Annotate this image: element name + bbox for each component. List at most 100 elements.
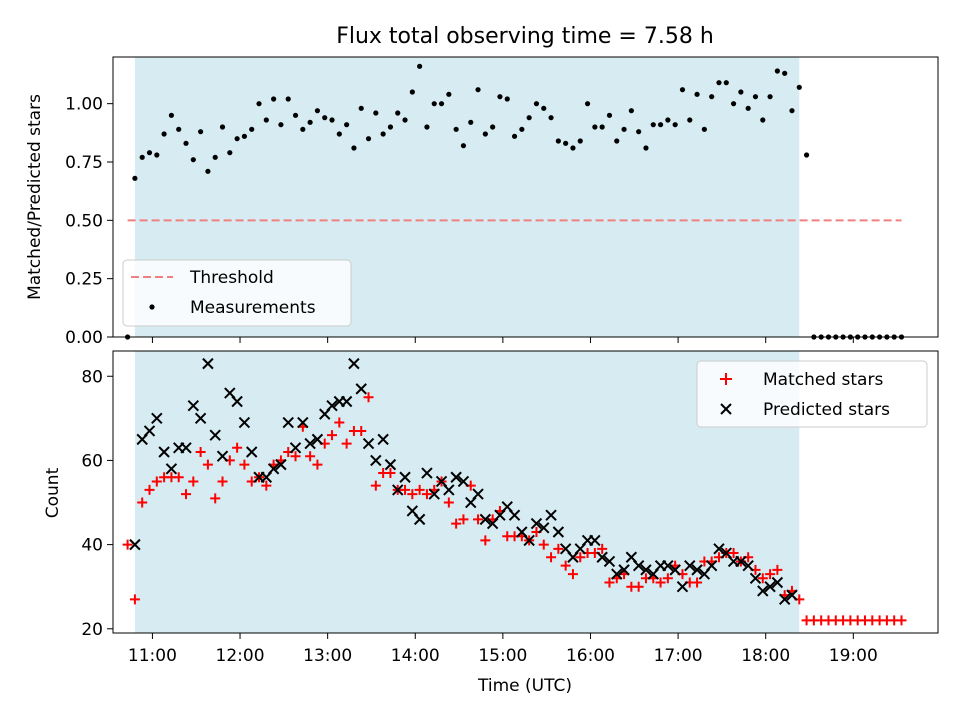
predicted-star-point: [194, 412, 207, 425]
measurement-point: [183, 140, 189, 146]
predicted-star-point: [362, 437, 375, 450]
measurement-point: [672, 122, 678, 128]
measurement-point: [599, 124, 605, 130]
measurement-point: [475, 87, 481, 93]
y-tick-label: 80: [81, 367, 103, 387]
predicted-star-point: [151, 412, 163, 425]
matched-star-point: [305, 451, 316, 462]
measurement-point: [329, 117, 335, 123]
measurement-point: [314, 108, 321, 114]
matched-star-point: [202, 459, 213, 470]
predicted-star-point: [377, 433, 389, 446]
matched-star-point: [560, 560, 571, 571]
measurement-point: [256, 101, 262, 107]
measurement-point: [614, 138, 620, 144]
predicted-star-point: [187, 400, 200, 412]
x-tick-label: 17:00: [654, 646, 703, 666]
measurement-point: [796, 84, 802, 90]
measurement-point: [679, 87, 686, 93]
measurement-point: [606, 112, 613, 118]
predicted-star-point: [538, 522, 550, 534]
measurement-point: [497, 94, 503, 100]
measurement-point: [716, 80, 722, 86]
measurement-point: [657, 122, 664, 128]
matched-star-point: [144, 484, 155, 495]
measurement-point: [584, 101, 591, 107]
predicted-star-point: [771, 576, 784, 589]
predicted-star-point: [457, 475, 470, 488]
matched-star-point: [480, 535, 491, 546]
matched-star-point: [473, 514, 484, 525]
predicted-star-point: [757, 585, 769, 597]
matched-star-point: [327, 430, 338, 441]
measurement-point: [395, 110, 401, 116]
predicted-star-point: [246, 446, 258, 458]
matched-star-point: [575, 552, 586, 563]
predicted-star-point: [209, 429, 221, 441]
measurement-point: [205, 168, 211, 174]
top-plot-frame: [112, 56, 939, 338]
measurement-point: [132, 175, 138, 181]
y-tick-label: 0.25: [65, 270, 103, 290]
x-tick-label: 14:00: [391, 646, 440, 666]
measurement-point: [709, 94, 715, 100]
predicted-star-point: [611, 568, 623, 580]
matched-star-point: [692, 577, 703, 588]
matched-star-point: [385, 468, 396, 479]
legend-measurements-swatch: [149, 304, 155, 310]
measurement-point: [687, 117, 693, 123]
measurement-point: [577, 138, 583, 144]
predicted-star-point: [297, 416, 309, 429]
matched-star-point: [538, 539, 549, 550]
measurement-point: [402, 117, 408, 123]
predicted-star-point: [742, 559, 754, 572]
top-legend-box: [122, 259, 352, 327]
measurement-point: [730, 101, 737, 107]
measurement-point: [621, 126, 627, 132]
measurement-point: [431, 101, 437, 107]
matched-star-point: [341, 438, 352, 449]
measurement-point: [555, 138, 561, 144]
predicted-star-point: [143, 425, 156, 437]
predicted-star-point: [158, 446, 170, 458]
predicted-star-point: [340, 395, 353, 408]
predicted-star-point: [764, 580, 776, 593]
measurement-point: [271, 96, 277, 102]
measurement-point: [694, 91, 700, 97]
measurement-point: [168, 112, 175, 118]
measurement-point: [285, 96, 291, 102]
bottom-legend: Matched stars Predicted stars: [696, 360, 928, 428]
measurement-point: [541, 105, 547, 111]
measurement-point: [263, 117, 269, 123]
matched-star-point: [553, 543, 564, 554]
predicted-star-point: [684, 559, 696, 572]
measurement-point: [307, 119, 313, 125]
top-x-ticks: [151, 337, 854, 343]
bottom-y-axis: 20 40 60 80: [81, 367, 113, 640]
measurement-point: [227, 150, 233, 156]
predicted-star-point: [596, 551, 608, 563]
predicted-star-point: [523, 534, 535, 547]
predicted-star-point: [216, 450, 229, 462]
predicted-star-point: [326, 400, 338, 412]
measurement-point: [650, 122, 656, 128]
measurement-point: [767, 94, 773, 100]
predicted-star-point: [428, 488, 440, 500]
measurement-point: [701, 126, 707, 132]
measurement-point: [563, 140, 569, 146]
matched-star-point: [414, 484, 425, 495]
matched-star-point: [597, 543, 608, 554]
measurement-point: [592, 124, 598, 130]
matched-star-point: [421, 489, 432, 500]
matched-star-point: [210, 493, 221, 504]
measurement-point: [468, 119, 474, 125]
matched-star-point: [290, 451, 301, 462]
predicted-star-point: [421, 467, 433, 479]
matched-star-point: [370, 480, 381, 491]
x-tick-label: 18:00: [741, 646, 790, 666]
measurement-point: [344, 122, 350, 128]
measurement-point: [789, 108, 795, 114]
predicted-star-point: [735, 555, 747, 568]
measurement-point: [292, 112, 299, 118]
legend-threshold-label: Threshold: [189, 268, 274, 288]
